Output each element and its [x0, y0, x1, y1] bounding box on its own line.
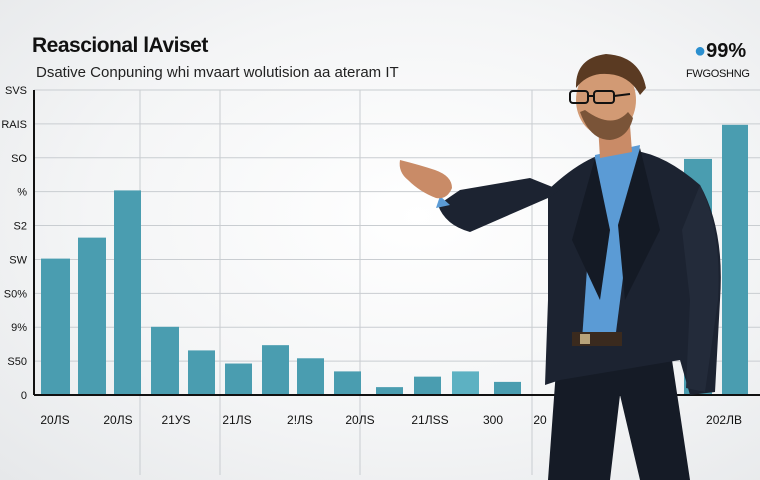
chart-title: Reascional lAviset	[32, 34, 208, 57]
y-tick-label: 0	[21, 390, 27, 402]
y-tick-label: SW	[9, 254, 27, 266]
y-tick-label: S0%	[4, 288, 27, 300]
y-tick-label: S50	[7, 356, 27, 368]
y-tick-label: %	[17, 187, 27, 199]
bar	[225, 363, 252, 395]
bar	[262, 345, 289, 395]
y-tick-label: 9%	[11, 322, 27, 334]
bar	[188, 350, 215, 395]
badge-label: FWGOSHNG	[686, 68, 750, 80]
bar	[494, 381, 521, 395]
percentage-badge: ●99%	[694, 40, 746, 63]
x-tick-label: 300	[483, 413, 503, 427]
presenter-figure	[399, 54, 721, 480]
bar	[334, 371, 361, 395]
blue-dot-icon: ●	[694, 40, 707, 62]
x-tick-label: 202ЛB	[706, 413, 742, 427]
bar	[41, 258, 70, 395]
x-tick-labels: 20ЛS 20ЛS 21УS 21ЛS 2!ЛS 20ЛS 21ЛSS 300 20 202ЛB	[40, 413, 742, 427]
x-tick-label: 20ЛS	[345, 413, 374, 427]
y-tick-label: RAIS	[1, 119, 27, 131]
x-tick-label: 21ЛSS	[411, 413, 448, 427]
bar	[414, 376, 441, 395]
x-tick-label: 21ЛS	[222, 413, 251, 427]
bar	[376, 387, 403, 395]
x-tick-label: 21УS	[162, 413, 191, 427]
x-tick-label: 20ЛS	[40, 413, 69, 427]
bar	[114, 190, 141, 395]
x-tick-label: 20	[533, 413, 547, 427]
bar	[452, 371, 479, 395]
bar	[722, 124, 748, 396]
bar	[297, 358, 324, 395]
y-tick-labels: SVS RAIS SO% S2 SW S0% 9% S50 0	[1, 85, 27, 402]
badge-value: 99%	[706, 40, 747, 62]
chart-subtitle: Dsative Conpuning whi mvaart wolutision …	[36, 64, 399, 81]
y-tick-label: SVS	[5, 85, 27, 97]
bar	[151, 326, 179, 395]
x-tick-label: 2!ЛS	[287, 413, 313, 427]
bar	[78, 237, 106, 395]
y-tick-label: SO	[11, 153, 27, 165]
x-tick-label: 20ЛS	[103, 413, 132, 427]
y-tick-label: S2	[14, 221, 27, 233]
